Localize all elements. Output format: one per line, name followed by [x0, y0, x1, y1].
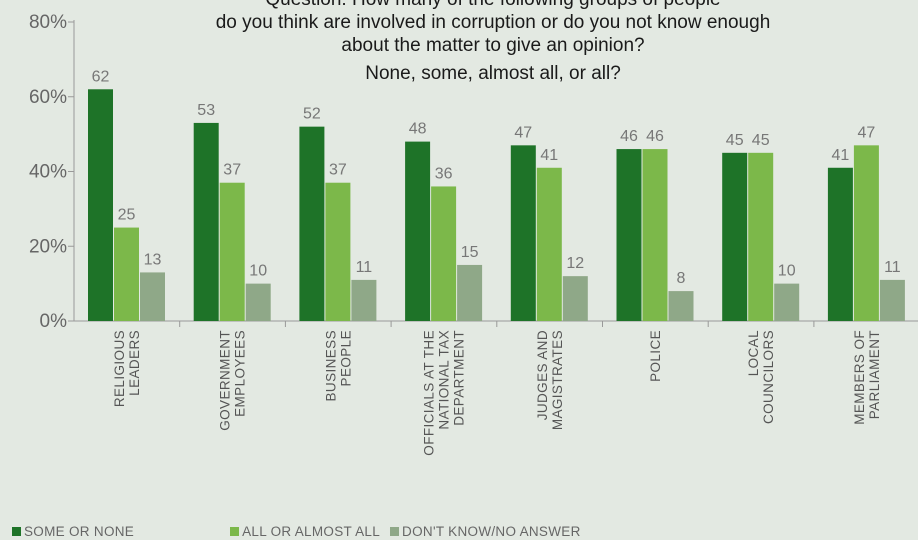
- bar: [510, 145, 536, 321]
- bar: [219, 182, 245, 321]
- data-label: 62: [92, 68, 110, 85]
- legend-swatch: [390, 527, 400, 536]
- data-label: 37: [223, 162, 241, 179]
- bar: [616, 149, 642, 321]
- category-label: PEOPLE: [338, 330, 353, 386]
- data-label: 25: [118, 207, 136, 224]
- bar: [562, 276, 588, 321]
- bar: [642, 149, 668, 321]
- data-label: 47: [514, 124, 532, 141]
- chart-title-line: do you think are involved in corruption …: [216, 12, 771, 33]
- data-label: 46: [620, 128, 638, 145]
- bar: [668, 291, 694, 321]
- category-label: COUNCILORS: [761, 330, 776, 424]
- data-label: 45: [726, 132, 744, 149]
- category-label: POLICE: [648, 330, 663, 382]
- bar: [193, 122, 219, 321]
- category-label: MEMBERS OF: [852, 330, 867, 425]
- data-label: 41: [832, 147, 850, 164]
- legend-swatch: [230, 527, 240, 536]
- y-tick-label: 40%: [29, 162, 67, 183]
- bar: [351, 279, 377, 321]
- chart-title-line: Question: How many of the following grou…: [265, 0, 720, 10]
- chart-title-line: None, some, almost all, or all?: [365, 63, 621, 84]
- bar: [114, 227, 139, 321]
- legend-item-dont-know: DON'T KNOW/NO ANSWER: [390, 524, 581, 539]
- data-label: 10: [249, 263, 267, 280]
- bar: [431, 186, 457, 321]
- bar: [457, 264, 483, 321]
- data-label: 52: [303, 106, 321, 123]
- legend-item-all-or-almost-all: ALL OR ALMOST ALL: [230, 524, 380, 539]
- legend-swatch: [12, 527, 21, 536]
- y-tick-label: 60%: [29, 87, 67, 108]
- bar: [879, 279, 905, 321]
- bar: [88, 89, 113, 322]
- data-label: 41: [540, 147, 558, 164]
- bar: [140, 272, 165, 321]
- legend-label: SOME OR NONE: [24, 524, 135, 539]
- bar: [299, 126, 325, 322]
- data-label: 12: [566, 255, 584, 272]
- data-label: 13: [144, 251, 162, 268]
- data-label: 45: [752, 132, 770, 149]
- bar: [405, 141, 431, 321]
- data-label: 46: [646, 128, 664, 145]
- data-label: 47: [858, 124, 876, 141]
- legend-label: ALL OR ALMOST ALL: [242, 524, 381, 539]
- data-label: 37: [329, 162, 347, 179]
- data-label: 36: [435, 165, 453, 182]
- data-label: 10: [778, 263, 796, 280]
- category-label: MAGISTRATES: [550, 330, 565, 430]
- bar: [748, 152, 774, 321]
- y-tick-label: 80%: [29, 12, 67, 33]
- category-label: NATIONAL TAX: [437, 330, 452, 430]
- category-label: RELIGIOUS: [112, 330, 127, 407]
- category-label: PARLIAMENT: [867, 330, 882, 419]
- legend: SOME OR NONE ALL OR ALMOST ALL DON'T KNO…: [12, 524, 591, 539]
- bar: [245, 283, 271, 321]
- category-label: LEADERS: [127, 330, 142, 396]
- category-label: JUDGES AND: [535, 330, 550, 420]
- legend-item-some-or-none: SOME OR NONE: [12, 524, 134, 539]
- legend-label: DON'T KNOW/NO ANSWER: [402, 524, 581, 539]
- data-label: 11: [884, 259, 901, 276]
- bar: [722, 152, 748, 321]
- category-label: EMPLOYEES: [233, 330, 248, 417]
- category-label: GOVERNMENT: [218, 330, 233, 431]
- bar: [774, 283, 800, 321]
- category-label: BUSINESS: [323, 330, 338, 401]
- bar: [827, 167, 853, 321]
- bar: [325, 182, 351, 321]
- data-label: 15: [461, 244, 479, 261]
- y-tick-label: 0%: [40, 311, 68, 332]
- category-label: OFFICIALS AT THE: [422, 330, 437, 456]
- data-label: 8: [677, 270, 686, 287]
- bar: [853, 145, 879, 321]
- category-label: LOCAL: [746, 330, 761, 376]
- data-label: 53: [197, 102, 215, 119]
- category-label: DEPARTMENT: [452, 330, 467, 426]
- y-tick-label: 20%: [29, 236, 67, 257]
- data-label: 48: [409, 121, 427, 138]
- data-label: 11: [356, 259, 373, 276]
- bar: [536, 167, 562, 321]
- chart-title-line: about the matter to give an opinion?: [341, 35, 644, 56]
